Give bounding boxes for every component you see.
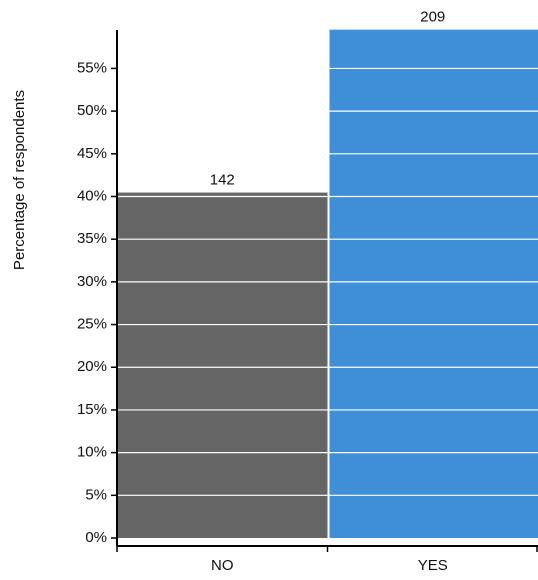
y-tick-label: 20%	[77, 358, 107, 375]
y-tick-label: 30%	[77, 273, 107, 290]
y-tick-label: 10%	[77, 444, 107, 461]
y-tick-label: 0%	[85, 529, 107, 546]
bar	[329, 29, 538, 539]
y-tick-label: 55%	[77, 59, 107, 76]
y-tick-label: 15%	[77, 401, 107, 418]
y-tick-label: 50%	[77, 102, 107, 119]
y-tick-label: 40%	[77, 187, 107, 204]
data-label: 209	[420, 9, 445, 26]
y-axis-label: Percentage of respondents	[11, 90, 28, 270]
y-tick-label: 35%	[77, 230, 107, 247]
x-tick-label: NO	[211, 557, 234, 574]
x-tick-label: YES	[418, 557, 448, 574]
y-tick-label: 25%	[77, 316, 107, 333]
data-label: 142	[210, 172, 235, 189]
y-tick-label: 45%	[77, 145, 107, 162]
y-tick-label: 5%	[85, 486, 107, 503]
bar	[117, 192, 328, 538]
